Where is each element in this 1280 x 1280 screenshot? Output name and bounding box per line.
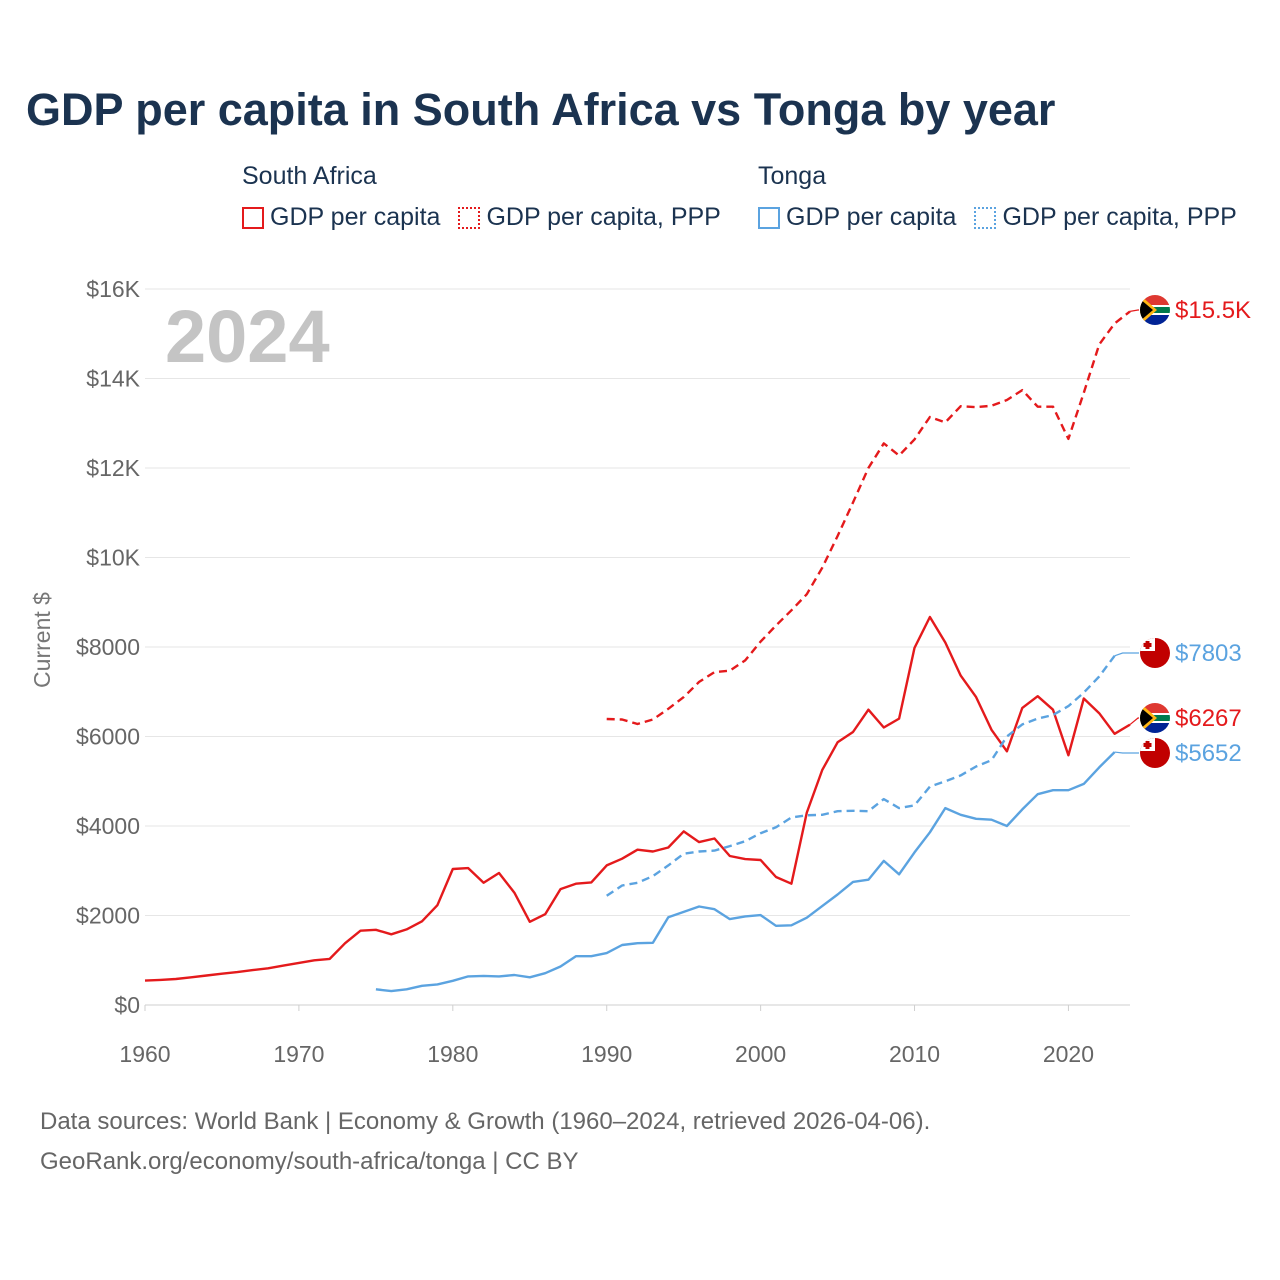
y-tick-label: $16K [86, 276, 140, 302]
legend-item-tonga-gdp-ppp[interactable]: GDP per capita, PPP [974, 203, 1237, 232]
end-connector [1129, 309, 1139, 312]
end-labels: $6267 $15.5K $5652 $7803 [1114, 295, 1251, 768]
end-value-label: $6267 [1175, 705, 1242, 732]
y-tick-label: $4000 [76, 813, 140, 839]
axes: $0 $2000 $4000 $6000 $8000 $10K $12K $14K $16K 19… [76, 276, 1094, 1067]
end-connector [1114, 652, 1139, 657]
series-lines [144, 310, 1131, 993]
legend-item-south-africa-gdp[interactable]: GDP per capita [242, 203, 440, 232]
legend-item-south-africa-gdp-ppp[interactable]: GDP per capita, PPP [458, 203, 721, 232]
series-line-1 [606, 310, 1131, 726]
legend-item-tonga-gdp[interactable]: GDP per capita [758, 203, 956, 232]
footer-source: Data sources: World Bank | Economy & Gro… [40, 1108, 931, 1135]
south-africa-flag-icon [1140, 295, 1170, 325]
legend-label: GDP per capita [786, 203, 957, 231]
tonga-flag-icon [1140, 738, 1170, 768]
x-tick-label: 1960 [119, 1041, 170, 1067]
series-line-0 [144, 615, 1131, 982]
chart-title: GDP per capita in South Africa vs Tonga … [26, 84, 1056, 135]
legend-group-title: South Africa [242, 162, 377, 190]
south-africa-flag-icon [1140, 703, 1170, 733]
legend-group-title: Tonga [758, 162, 827, 190]
series-line-3 [606, 655, 1116, 897]
legend-swatch-dotted [458, 206, 481, 229]
legend-label: GDP per capita, PPP [1002, 203, 1237, 231]
y-tick-label: $12K [86, 455, 140, 481]
series-line-2 [375, 751, 1116, 993]
end-value-label: $5652 [1175, 740, 1242, 767]
end-value-label: $7803 [1175, 640, 1242, 667]
legend-group-tonga: Tonga GDP per capita GDP per capita, PPP [758, 162, 1237, 232]
y-tick-label: $8000 [76, 634, 140, 660]
y-tick-label: $2000 [76, 903, 140, 929]
x-tick-label: 2010 [889, 1041, 940, 1067]
x-tick-label: 1980 [427, 1041, 478, 1067]
y-axis-title: Current $ [29, 592, 55, 688]
x-tick-label: 2000 [735, 1041, 786, 1067]
y-tick-label: $6000 [76, 724, 140, 750]
legend-label: GDP per capita [270, 203, 441, 231]
y-tick-label: $10K [86, 545, 140, 571]
year-watermark: 2024 [165, 295, 330, 378]
x-tick-label: 1990 [581, 1041, 632, 1067]
line-chart: $0 $2000 $4000 $6000 $8000 $10K $12K $14K $16K 19… [29, 276, 1251, 1067]
legend-label: GDP per capita, PPP [486, 203, 721, 231]
y-tick-label: $0 [114, 992, 140, 1018]
legend-swatch-solid [242, 206, 264, 229]
legend-group-south-africa: South Africa GDP per capita GDP per capi… [242, 162, 721, 232]
legend-swatch-dotted [974, 206, 997, 229]
end-connector [1129, 717, 1139, 726]
end-connector [1114, 751, 1139, 754]
end-value-label: $15.5K [1175, 297, 1251, 324]
legend-swatch-solid [758, 206, 780, 229]
x-tick-label: 1970 [273, 1041, 324, 1067]
y-tick-label: $14K [86, 366, 140, 392]
x-tick-label: 2020 [1043, 1041, 1094, 1067]
gridlines [145, 288, 1130, 1006]
tonga-flag-icon [1140, 638, 1170, 668]
footer-link[interactable]: GeoRank.org/economy/south-africa/tonga |… [40, 1148, 579, 1175]
